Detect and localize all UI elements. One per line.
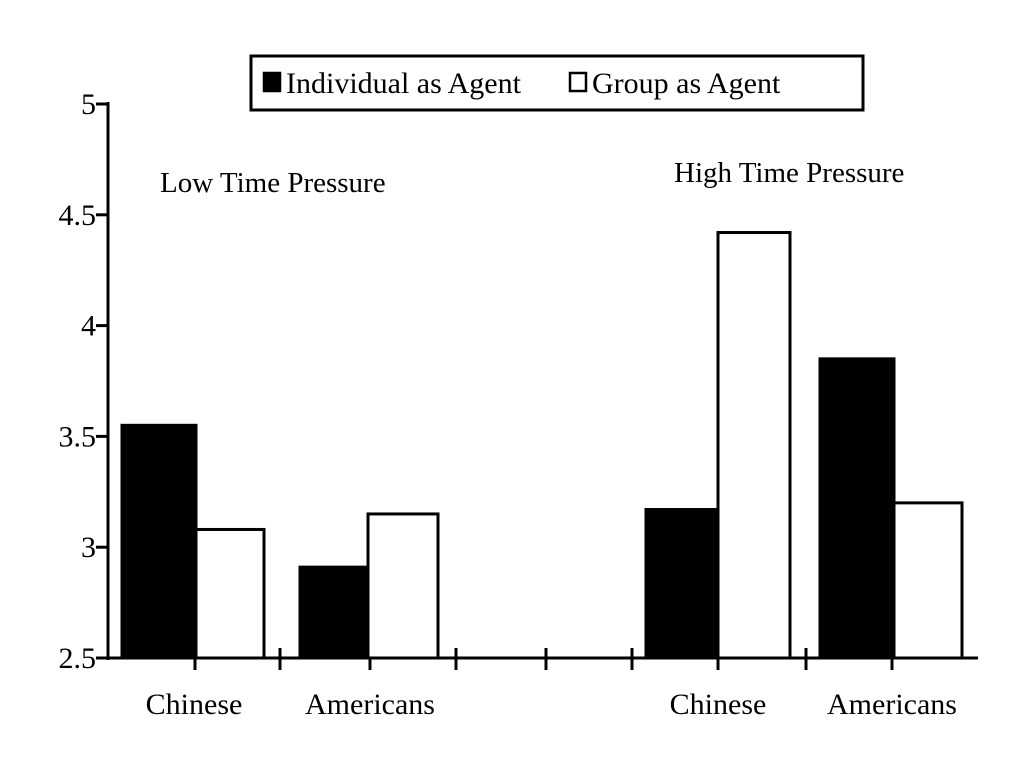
labels: 2.5 3 3.5 4 4.5 5 Chinese Americans Low Time Pre… [59,88,957,721]
y-tick-label: 3 [81,531,96,564]
category-label: Americans [305,688,435,721]
legend-box [249,54,865,112]
bars [120,231,964,660]
bar-group-3 [892,501,964,660]
bar-group-0 [194,527,266,660]
panel-label: High Time Pressure [674,157,904,189]
panel-label: Low Time Pressure [160,167,386,199]
bar-individual-2 [644,508,720,660]
y-tick-label: 3.5 [59,420,97,453]
category-label: Chinese [146,688,243,721]
bar-group-1 [366,512,440,660]
bar-individual-0 [120,423,198,660]
category-label: Chinese [670,688,767,721]
y-tick-label: 5 [81,88,96,121]
legend: Individual as Agent Group as Agent [249,54,865,112]
bar-individual-1 [298,565,370,660]
bar-individual-3 [818,357,896,660]
bar-group-2 [716,231,792,660]
legend-swatch-group [568,71,588,93]
y-tick-label: 2.5 [59,642,97,675]
legend-label-group: Group as Agent [592,67,781,100]
legend-label-individual: Individual as Agent [286,67,522,100]
category-label: Americans [827,688,957,721]
y-tick-label: 4.5 [59,199,97,232]
legend-swatch-individual [262,71,282,93]
y-tick-label: 4 [81,310,96,343]
